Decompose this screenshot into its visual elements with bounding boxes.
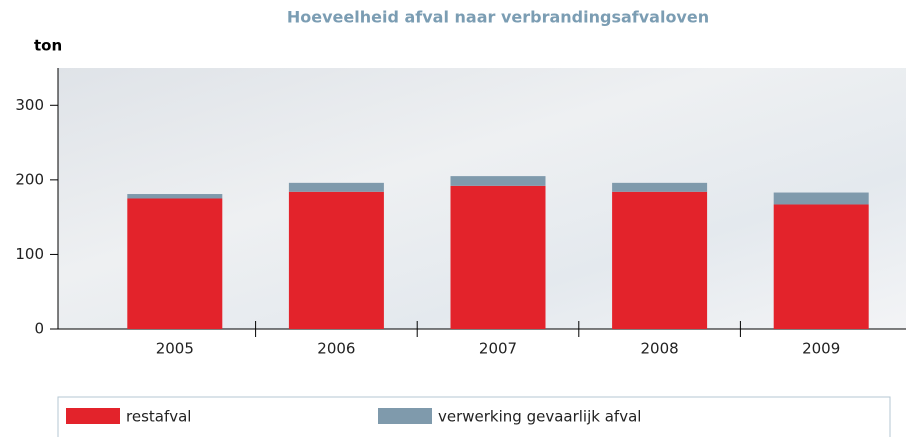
x-tick-label: 2008: [641, 340, 679, 358]
x-tick-label: 2007: [479, 340, 517, 358]
bar-segment: [127, 199, 222, 330]
bar-segment: [451, 186, 546, 329]
legend-label: verwerking gevaarlijk afval: [438, 408, 641, 426]
y-tick-label: 300: [15, 96, 44, 114]
legend-swatch: [378, 408, 432, 424]
bar-segment: [289, 183, 384, 192]
bar-segment: [289, 192, 384, 329]
bar-segment: [612, 183, 707, 192]
x-tick-label: 2006: [317, 340, 355, 358]
bar-segment: [451, 176, 546, 186]
bar-segment: [774, 193, 869, 205]
bar-segment: [127, 194, 222, 198]
bar-segment: [612, 192, 707, 329]
x-tick-label: 2005: [156, 340, 194, 358]
y-tick-label: 100: [15, 245, 44, 263]
y-tick-label: 200: [15, 170, 44, 188]
chart-title: Hoeveelheid afval naar verbrandingsafval…: [287, 8, 709, 27]
x-tick-label: 2009: [802, 340, 840, 358]
y-axis-label: ton: [34, 37, 62, 55]
legend-label: restafval: [126, 408, 191, 426]
page: Hoeveelheid afval naar verbrandingsafval…: [0, 0, 906, 437]
bar-segment: [774, 204, 869, 329]
legend-swatch: [66, 408, 120, 424]
chart: Hoeveelheid afval naar verbrandingsafval…: [0, 0, 906, 437]
y-tick-label: 0: [34, 320, 44, 338]
